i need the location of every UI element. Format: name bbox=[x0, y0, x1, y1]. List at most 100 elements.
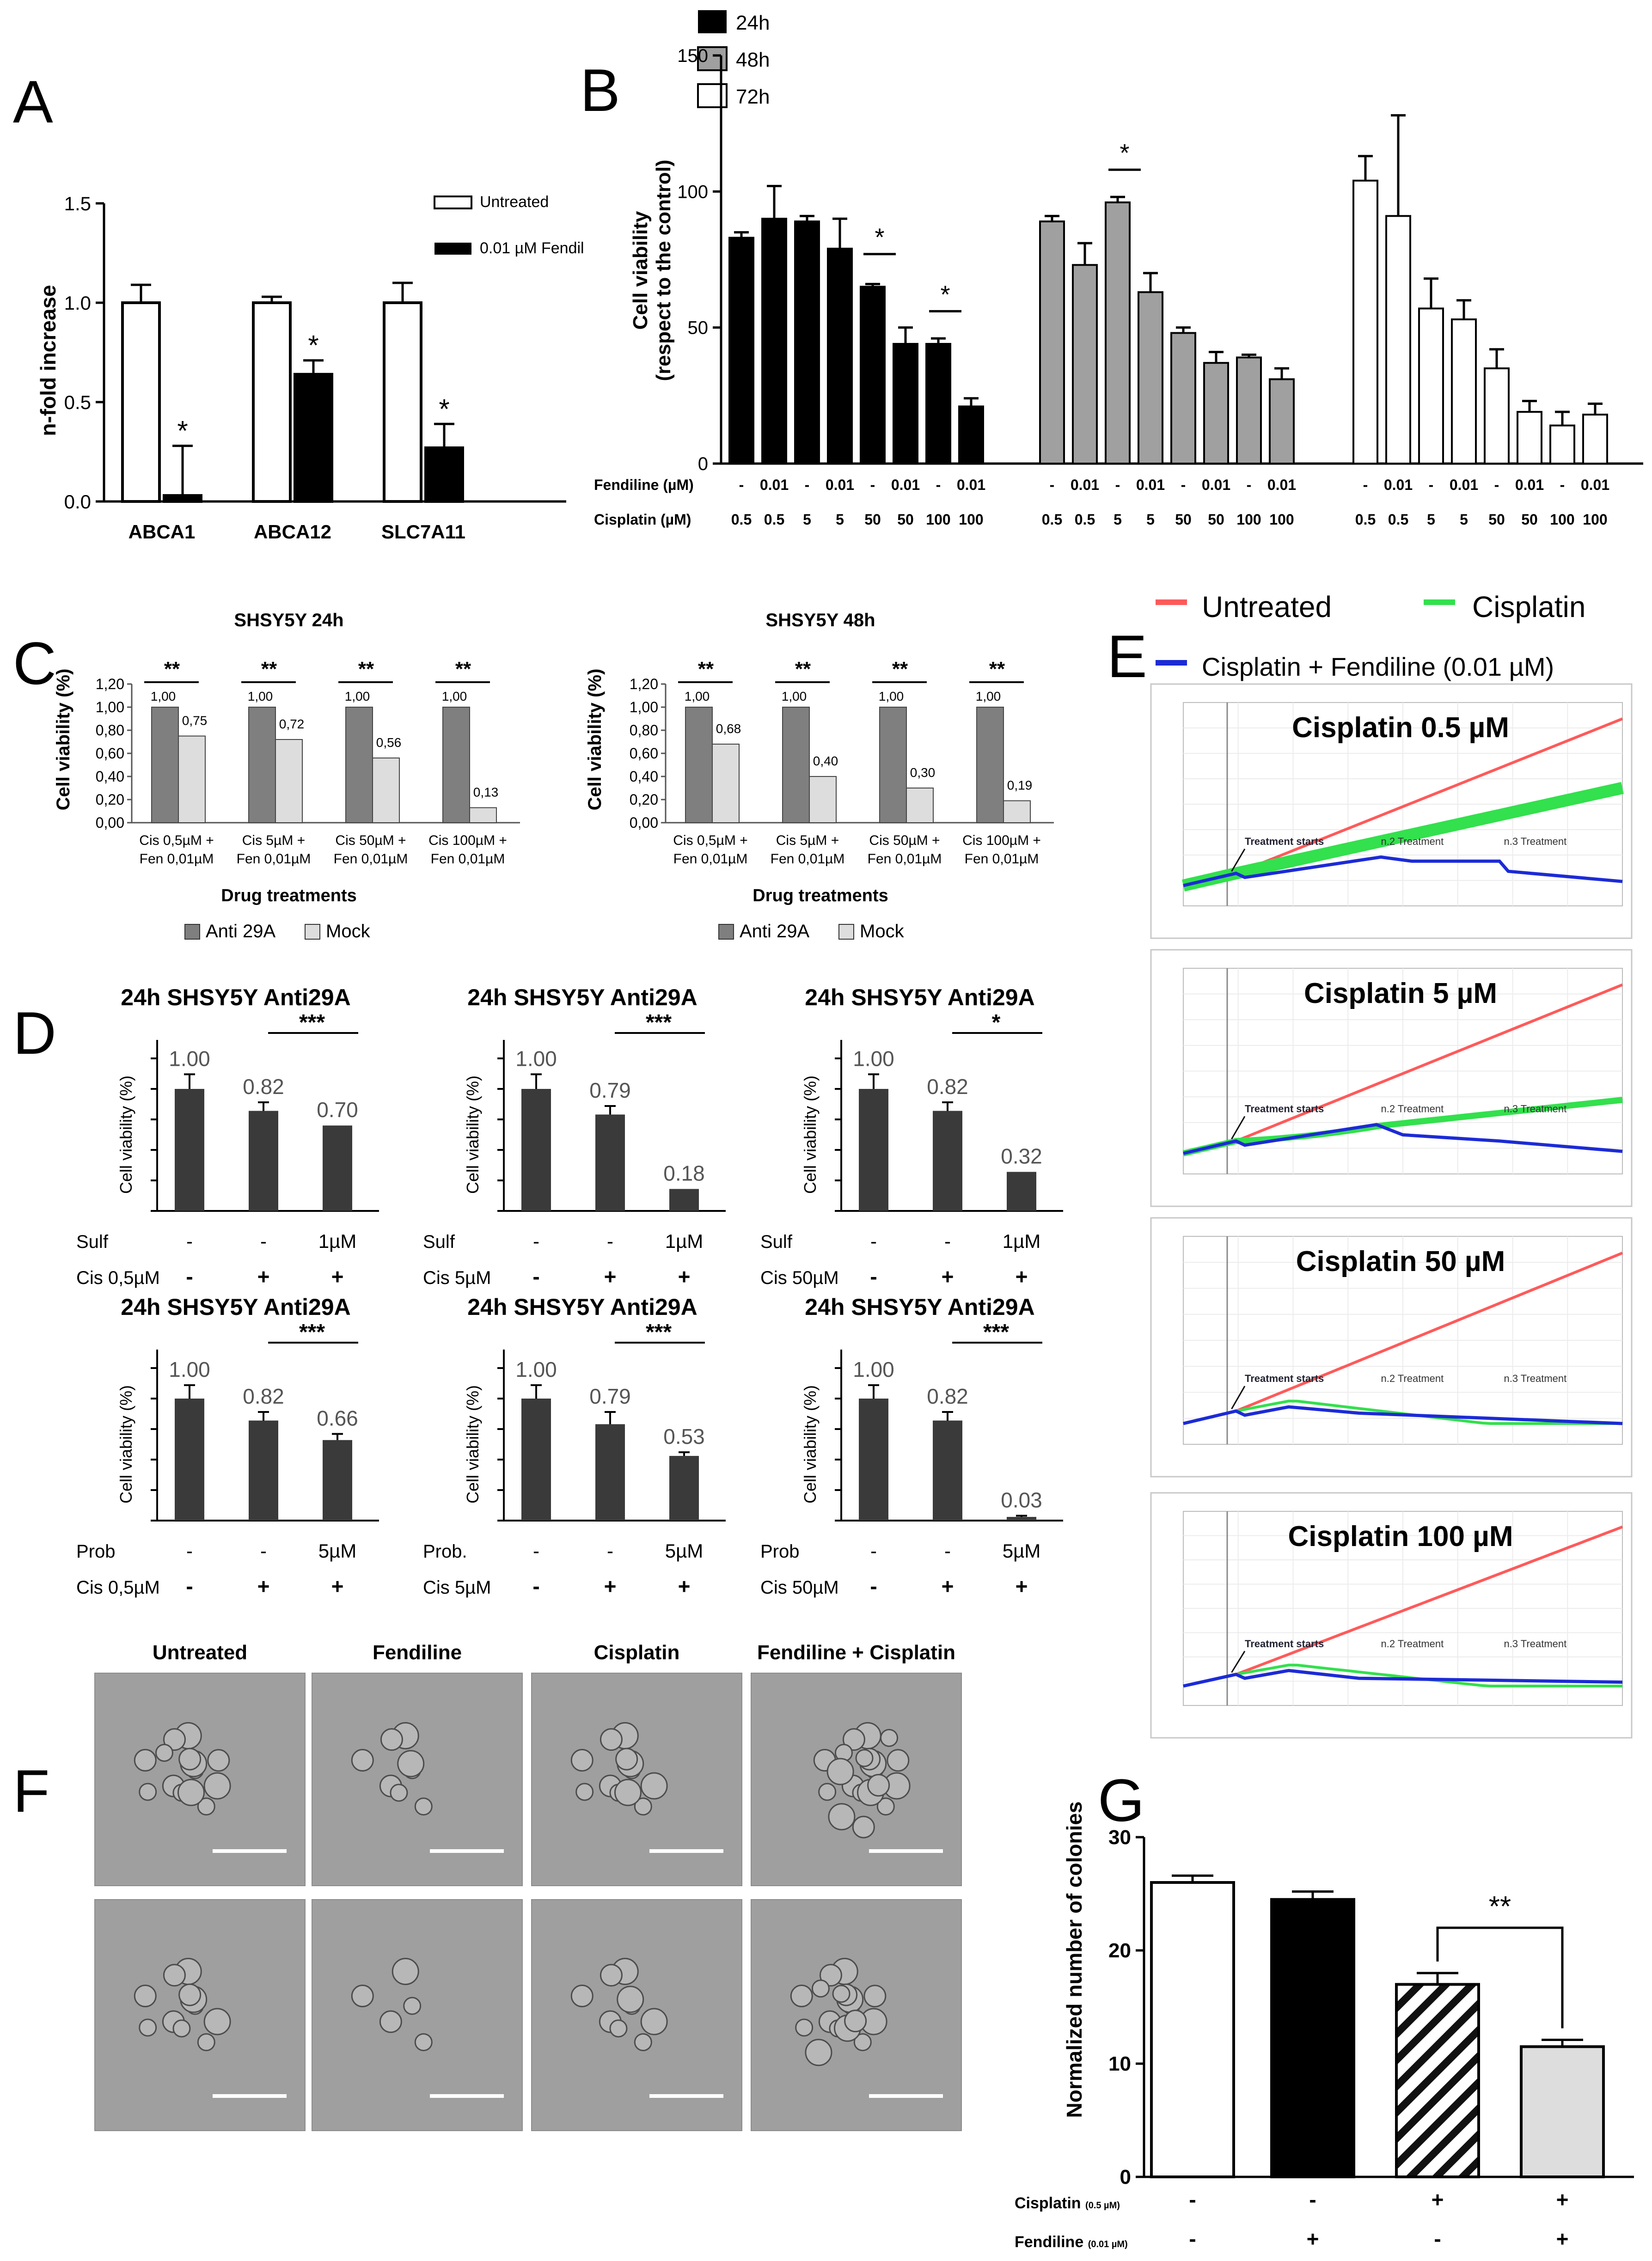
panel-g-row2-name: Fendiline bbox=[1015, 2233, 1083, 2251]
cell-shape bbox=[852, 1815, 875, 1839]
data-label: 1,00 bbox=[442, 689, 467, 703]
x-category-label-line2: Fen 0,01µM bbox=[965, 851, 1039, 867]
y-tick-label: 1.5 bbox=[64, 193, 91, 214]
bar-untreated bbox=[252, 301, 292, 503]
bar-24h bbox=[761, 218, 787, 464]
x-category-label-line2: Fen 0,01µM bbox=[431, 851, 505, 867]
viability-bar bbox=[859, 1399, 888, 1521]
legend-label-anti29a-48h: Anti 29A bbox=[740, 921, 810, 941]
significance-star: * bbox=[177, 416, 188, 446]
bar-0-01-m-fendil bbox=[294, 373, 333, 503]
cisplatin-line bbox=[1182, 782, 1624, 892]
significance-bracket bbox=[1436, 1926, 1564, 2029]
legend-label-cisplatin-e: Cisplatin bbox=[1472, 590, 1585, 623]
legend-swatch-mock-48h bbox=[838, 924, 854, 940]
cell-shape bbox=[640, 1772, 668, 1800]
micrograph-image bbox=[312, 1899, 523, 2131]
treatment-arrow bbox=[1231, 1116, 1246, 1140]
row1-value: - bbox=[1189, 2188, 1196, 2212]
data-label: 1.00 bbox=[515, 1357, 557, 1381]
row1-value: 5µM bbox=[1003, 1540, 1041, 1562]
treatment-starts-annotation: Treatment starts bbox=[1245, 1373, 1324, 1384]
cisplatin-row-value: 100 bbox=[1236, 511, 1261, 528]
row1-value: - bbox=[607, 1230, 613, 1252]
cell-shape bbox=[790, 1985, 813, 2008]
viability-bar bbox=[175, 1399, 204, 1521]
data-label: 0.79 bbox=[589, 1078, 631, 1102]
legend-swatch-untreated bbox=[434, 196, 472, 209]
subplot-title: Cisplatin 50 µM bbox=[1296, 1246, 1505, 1277]
y-tick-label: 1,20 bbox=[630, 676, 658, 692]
panel-c-48h-ylabel: Cell viability (%) bbox=[585, 669, 605, 811]
significance-star: * bbox=[308, 330, 318, 361]
y-tick-label: 1.0 bbox=[64, 292, 91, 314]
viability-bar bbox=[933, 1111, 962, 1211]
cell-shape bbox=[570, 1749, 593, 1772]
viability-bar bbox=[175, 1089, 204, 1211]
cell-shape bbox=[392, 1957, 419, 1985]
fendiline-row-value: 0.01 bbox=[957, 477, 985, 493]
data-label: 0.79 bbox=[589, 1384, 631, 1408]
cell-shape bbox=[842, 1728, 865, 1751]
cell-shape bbox=[887, 1749, 910, 1772]
legend-swatch-24h bbox=[698, 10, 727, 33]
row1-value: - bbox=[533, 1230, 539, 1252]
row1-label: Prob bbox=[76, 1541, 116, 1562]
fendiline-row-value: - bbox=[1247, 477, 1252, 493]
cell-shape bbox=[414, 2033, 433, 2052]
n3-treatment-annotation: n.3 Treatment bbox=[1504, 836, 1567, 847]
panel-letter-e: E bbox=[1107, 623, 1147, 690]
viability-bar bbox=[1007, 1172, 1036, 1211]
subchart-ylabel: Cell viability (%) bbox=[801, 1385, 820, 1503]
combo-line bbox=[1183, 855, 1623, 887]
cell-shape bbox=[609, 2019, 628, 2038]
subchart-title: 24h SHSY5Y Anti29A bbox=[121, 984, 350, 1010]
row1-value: - bbox=[870, 1540, 877, 1562]
treatment-arrow bbox=[1231, 1386, 1246, 1410]
bar-anti-29a bbox=[782, 707, 810, 823]
viability-bar bbox=[323, 1440, 352, 1521]
fendiline-row-value: 0.01 bbox=[1136, 477, 1165, 493]
y-tick-label: 0.0 bbox=[64, 491, 91, 513]
panel-d-chart-3: 24h SHSY5Y Anti29A Cell viability (%) 1.00… bbox=[760, 984, 1063, 1289]
micrograph-image bbox=[531, 1673, 742, 1886]
panel-letter-f: F bbox=[13, 1757, 49, 1825]
row2-value: + bbox=[257, 1265, 270, 1289]
fendiline-row-value: 0.01 bbox=[760, 477, 789, 493]
viability-bar bbox=[249, 1420, 278, 1521]
data-label: 0,72 bbox=[279, 717, 305, 731]
panel-c-48h-title: SHSY5Y 48h bbox=[765, 610, 875, 630]
bar-72h bbox=[1352, 179, 1378, 464]
row2-value: + bbox=[1016, 1265, 1028, 1289]
data-label: 1,00 bbox=[976, 689, 1001, 703]
colony-bar bbox=[1520, 2045, 1605, 2178]
cell-shape bbox=[634, 1797, 652, 1816]
colony-bar bbox=[1395, 1983, 1480, 2178]
row1-value: - bbox=[944, 1230, 951, 1252]
row2-value: + bbox=[331, 1265, 344, 1289]
cell-shape bbox=[863, 1985, 887, 2008]
legend-label-72h: 72h bbox=[736, 86, 770, 108]
cell-shape bbox=[844, 2010, 867, 2033]
subchart-ylabel: Cell viability (%) bbox=[463, 1076, 482, 1194]
x-category-label-line2: Fen 0,01µM bbox=[334, 851, 408, 867]
row2-label: Cis 50µM bbox=[760, 1577, 839, 1598]
cell-shape bbox=[134, 1985, 157, 2008]
row1-value: - bbox=[607, 1540, 613, 1562]
cell-shape bbox=[197, 1797, 215, 1816]
cell-shape bbox=[819, 1964, 842, 1987]
row2-value: + bbox=[942, 1574, 954, 1598]
row1-value: + bbox=[1556, 2188, 1569, 2212]
viability-bar bbox=[249, 1111, 278, 1211]
bar-mock bbox=[809, 776, 837, 823]
significance-stars: ** bbox=[989, 658, 1005, 680]
data-label: 1.00 bbox=[169, 1046, 210, 1070]
x-category-label-line1: Cis 100µM + bbox=[428, 833, 507, 848]
panel-g-chart: Normalized number of colonies Cisplatin … bbox=[1015, 1802, 1634, 2251]
cell-shape bbox=[379, 2010, 402, 2033]
subchart-ylabel: Cell viability (%) bbox=[116, 1076, 135, 1194]
x-category-label-line2: Fen 0,01µM bbox=[237, 851, 311, 867]
combo-line bbox=[1183, 1123, 1623, 1155]
row1-value: - bbox=[1309, 2188, 1316, 2212]
row1-value: 5µM bbox=[318, 1540, 357, 1562]
